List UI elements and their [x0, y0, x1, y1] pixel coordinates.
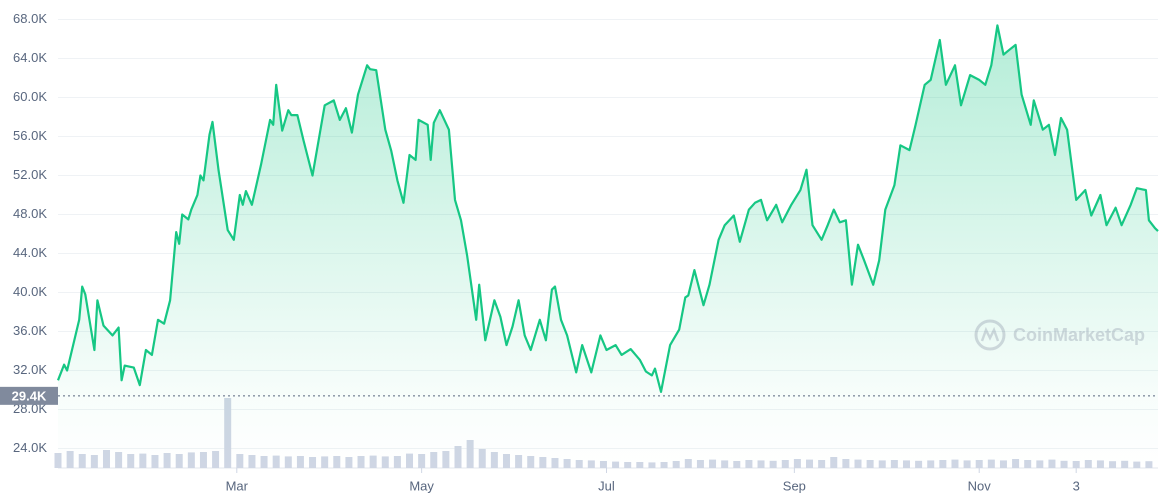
y-tick-label: 64.0K	[13, 50, 47, 65]
y-tick-label: 68.0K	[13, 11, 47, 26]
x-tick-label: Jul	[598, 478, 615, 493]
y-tick-label: 36.0K	[13, 323, 47, 338]
price-area	[58, 25, 1158, 469]
watermark-logo-mark	[980, 326, 1000, 342]
y-tick-label: 56.0K	[13, 128, 47, 143]
y-tick-label: 60.0K	[13, 89, 47, 104]
y-tick-label: 48.0K	[13, 206, 47, 221]
x-tick-label: Sep	[783, 478, 806, 493]
watermark-text: CoinMarketCap	[1013, 325, 1145, 345]
price-line	[56, 24, 1159, 393]
y-tick-label: 40.0K	[13, 284, 47, 299]
x-tick-label: 3	[1073, 478, 1080, 493]
x-tick-label: Nov	[968, 478, 992, 493]
y-tick-label: 24.0K	[13, 440, 47, 455]
x-tick-label: Mar	[226, 478, 249, 493]
x-tick-label: May	[409, 478, 434, 493]
y-tick-label: 44.0K	[13, 245, 47, 260]
reference-label: 29.4K	[12, 388, 47, 403]
watermark: CoinMarketCap	[974, 319, 1145, 351]
reference-badge	[0, 386, 58, 405]
watermark-logo	[974, 319, 1006, 351]
y-tick-label: 32.0K	[13, 362, 47, 377]
y-tick-label: 52.0K	[13, 167, 47, 182]
